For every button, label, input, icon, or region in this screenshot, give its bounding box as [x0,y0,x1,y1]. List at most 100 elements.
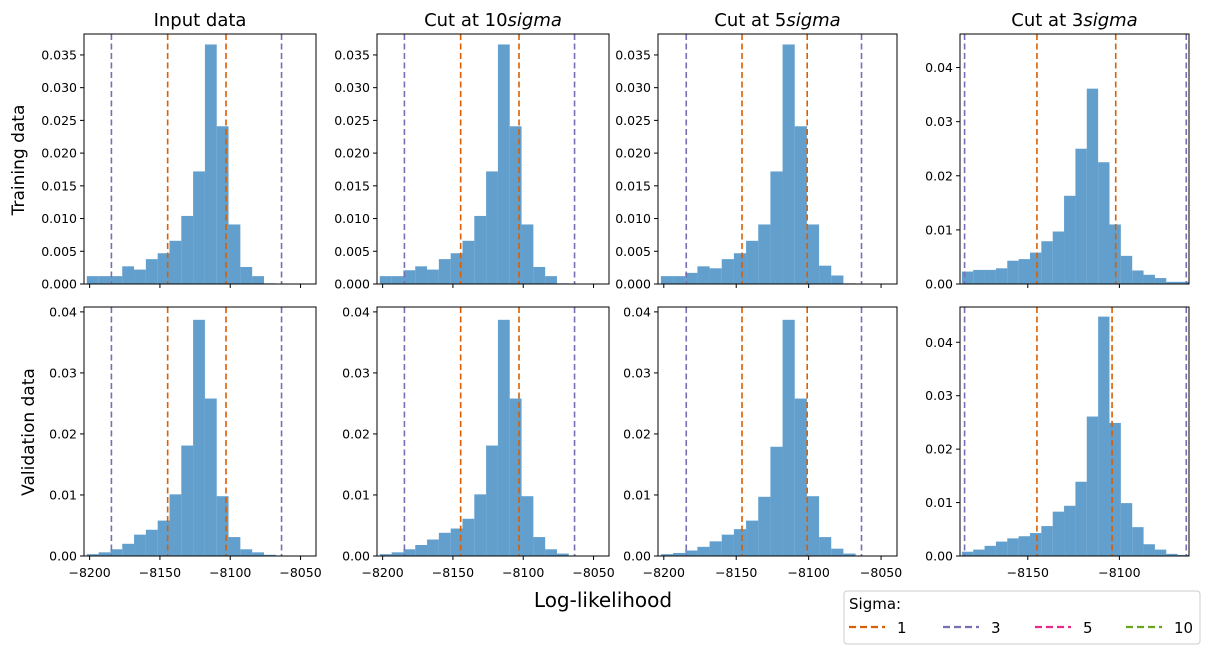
y-tick-label: 0.010 [334,211,370,226]
y-tick-label: 0.010 [41,211,77,226]
histogram-bar [721,259,734,284]
y-tick-label: 0.015 [615,178,651,193]
bars [961,307,1189,556]
histogram-bar [462,518,475,556]
y-tick-label: 0.035 [334,47,370,62]
y-tick-label: 0.010 [615,211,651,226]
histogram-bar [145,259,158,284]
histogram-bar [86,276,99,284]
histogram-bar [1098,162,1110,284]
histogram-bar [545,549,557,556]
histogram-bar [438,532,451,556]
panel-title: Cut at 5sigma [714,10,840,31]
histogram-bar [157,253,170,284]
bars [961,34,1189,284]
histogram-bar [819,265,832,284]
bars [660,307,863,556]
histogram-bar [415,545,428,556]
histogram-bar [403,270,416,284]
y-tick-label: 0.005 [615,244,651,259]
row-label-validation: Validation data [19,368,39,496]
histogram-bar [509,398,522,556]
y-tick-label: 0.020 [334,146,370,161]
y-tick-label: 0.04 [623,304,651,319]
x-tick-label: −8200 [361,565,403,580]
histogram-bar [122,266,135,284]
histogram-bar [1029,533,1042,556]
x-tick-label: −8100 [787,565,829,580]
histogram-bar [782,319,795,556]
panel-title: Cut at 10sigma [424,10,562,31]
axes-frame [657,306,898,557]
histogram-bar [474,215,487,284]
x-tick-label: −8150 [139,565,181,580]
histogram-bar [973,269,985,284]
histogram-bar [1007,538,1019,556]
bars [379,34,576,284]
y-tick-label: 0.025 [334,113,370,128]
histogram-bar [697,546,710,556]
histogram-bar [819,537,832,556]
histogram-bar [1154,278,1167,284]
y-tick-label: 0.00 [49,549,77,564]
histogram-bar [438,259,451,284]
histogram-bar [685,550,698,556]
x-tick-label: −8200 [643,565,685,580]
axes-frame [376,306,610,557]
histogram-bar [240,549,253,556]
histogram-bar [1075,481,1087,556]
histogram-bar [474,494,487,556]
histogram-bar [1086,88,1099,284]
y-tick-label: 0.04 [925,335,953,350]
histogram-bar [1064,195,1076,284]
histogram-bar [181,215,194,284]
histogram-bar [462,240,475,284]
histogram-panel: 0.00 0.01 0.02 0.03 0.04 Cut at 3sigma [925,10,1190,292]
y-tick-label: 0.000 [41,277,77,292]
y-tick-label: 0.005 [334,244,370,259]
histogram-bar [1177,281,1189,284]
histogram-bar [252,276,264,284]
y-tick-label: 0.02 [342,426,370,441]
histogram-bar [240,266,253,284]
y-tick-label: 0.02 [623,426,651,441]
histogram-bar [497,319,510,556]
legend-entry-label: 5 [1083,619,1093,637]
histogram-bar [709,268,722,284]
histogram-bar [110,549,123,556]
x-axis-label: Log-likelihood [534,588,672,612]
histogram-bar [86,554,99,556]
histogram-panel: 0.00 0.01 0.02 0.03 0.04 −8200 −8150 −8100 −8050 [49,304,322,580]
histogram-bar [721,534,734,556]
histogram-bar [1064,505,1076,556]
histogram-bar [228,537,241,556]
histogram-bar [134,269,146,284]
histogram-bar [98,276,111,284]
histogram-bar [228,224,241,284]
histogram-bar [216,126,229,284]
y-tick-label: 0.000 [334,277,370,292]
histogram-bar [450,528,463,556]
histogram-bar [1143,274,1155,284]
histogram-bar [758,496,771,556]
axes-frame [376,33,610,285]
legend-title: Sigma: [849,595,901,613]
panel-title: Cut at 3sigma [1011,10,1137,31]
histogram-bar [697,266,710,284]
x-tick-label: −8150 [432,565,474,580]
histogram-bar [1166,281,1178,284]
histogram-bar [733,529,747,556]
histogram-bar [1052,231,1065,284]
histogram-bar [533,266,546,284]
y-tick-label: 0.03 [623,365,651,380]
y-tick-label: 0.000 [615,277,651,292]
histogram-bar [995,268,1008,284]
histogram-bar [1154,549,1167,556]
histogram-bar [995,541,1008,556]
x-tick-label: −8100 [502,565,544,580]
histogram-bar [782,44,795,284]
histogram-bar [391,552,404,556]
y-tick-label: 0.01 [342,487,370,502]
histogram-bar [973,549,985,556]
